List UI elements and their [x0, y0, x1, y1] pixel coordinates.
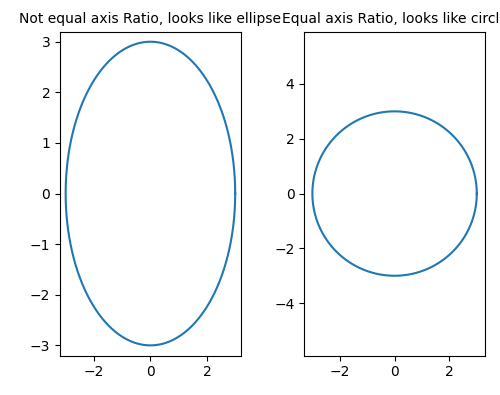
- Title: Not equal axis Ratio, looks like ellipse: Not equal axis Ratio, looks like ellipse: [20, 12, 281, 26]
- Title: Equal axis Ratio, looks like circle: Equal axis Ratio, looks like circle: [282, 12, 500, 26]
